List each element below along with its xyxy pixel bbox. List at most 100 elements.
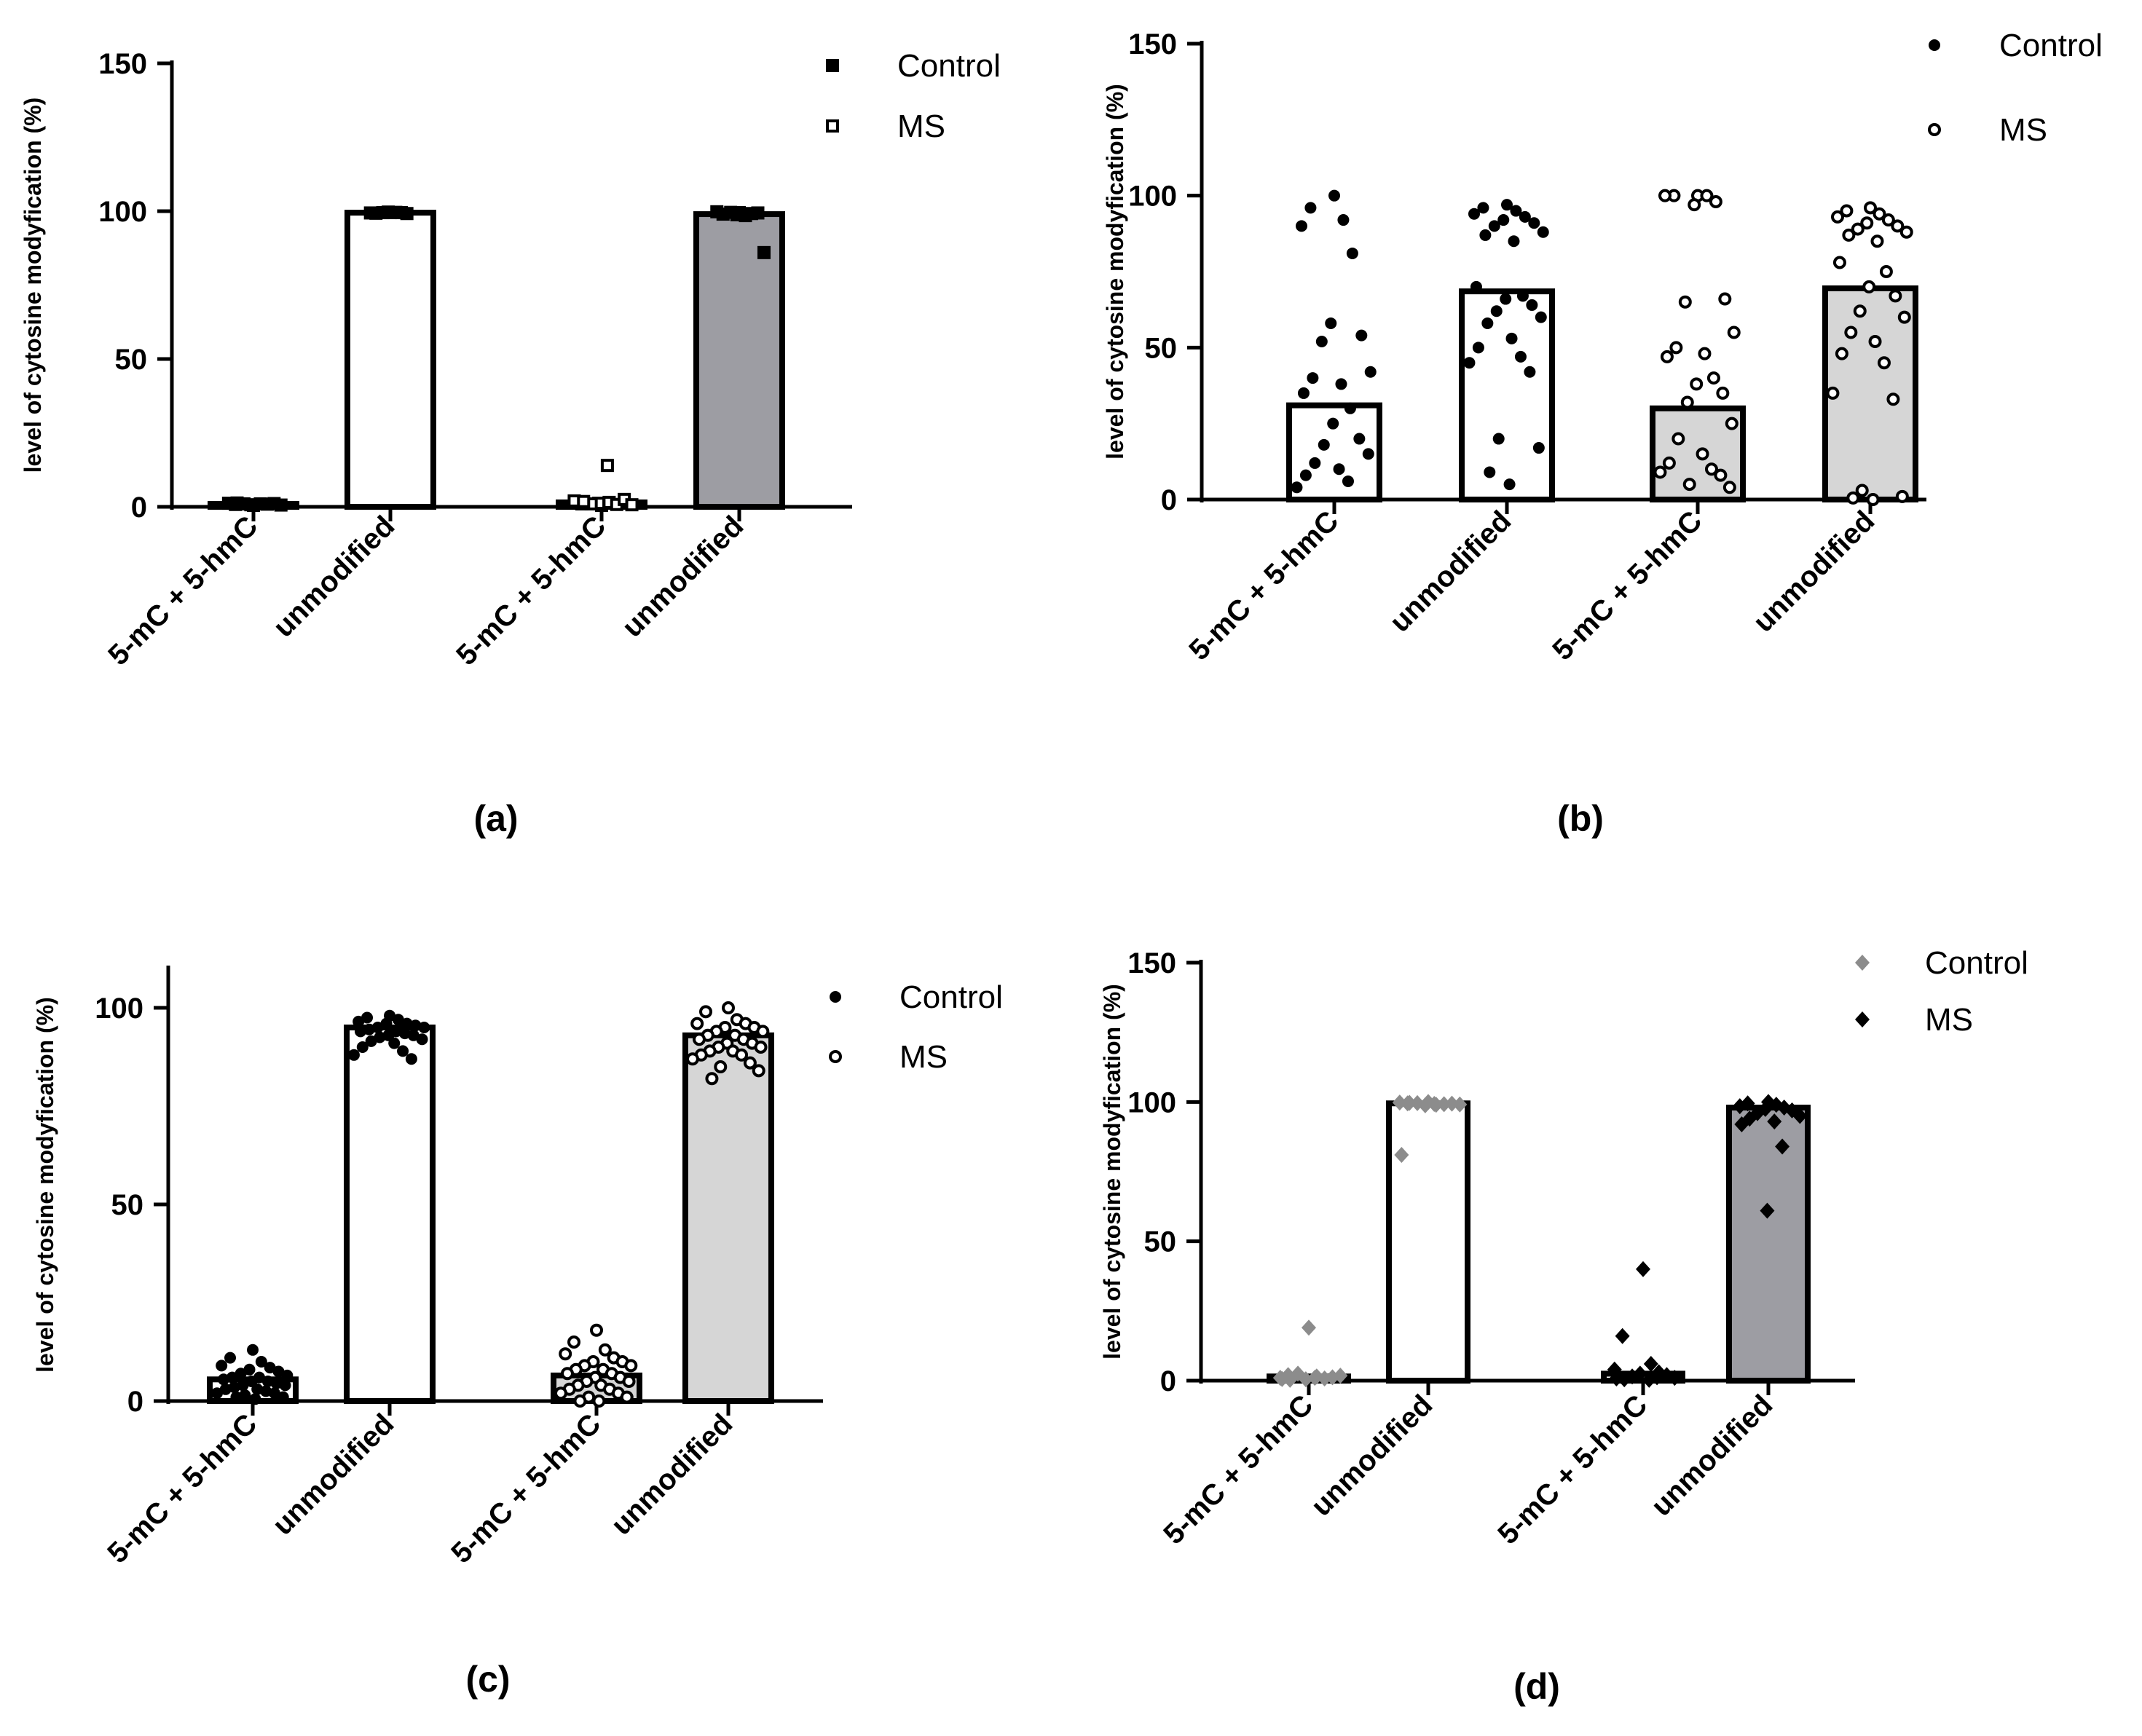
data-point-c-3-25	[705, 1072, 719, 1086]
data-point-b-3-24	[1895, 489, 1909, 503]
data-point-c-2-25	[573, 1394, 587, 1408]
data-point-d-0-0	[1302, 1319, 1316, 1336]
data-point-c-2-24	[620, 1390, 634, 1404]
data-point-c-1-17	[365, 1035, 377, 1047]
data-point-b-0-6	[1355, 329, 1368, 342]
data-point-b-1-4	[1519, 210, 1531, 223]
data-point-b-3-7	[1851, 222, 1865, 236]
data-point-d-0-11	[1275, 1370, 1290, 1387]
data-point-b-0-18	[1333, 463, 1345, 476]
data-point-b-0-15	[1318, 438, 1330, 451]
data-point-b-3-18	[1868, 334, 1882, 348]
data-point-d-3-9	[1742, 1110, 1757, 1127]
data-point-d-0-10	[1307, 1370, 1323, 1386]
category-label-b-3: unmodified	[1747, 505, 1881, 639]
y-tick-label-b-50: 50	[1145, 332, 1178, 364]
data-point-a-3-8	[757, 245, 771, 259]
data-point-b-2-5	[1688, 198, 1701, 212]
category-label-a-2: 5-mC + 5-hmC	[450, 510, 612, 671]
data-point-a-0-9	[230, 496, 244, 510]
legend-marker-a-1	[826, 119, 839, 133]
data-point-a-2-8	[625, 498, 639, 512]
data-point-b-1-23	[1492, 433, 1505, 445]
data-point-d-3-12	[1775, 1138, 1790, 1155]
data-point-b-3-9	[1842, 228, 1856, 242]
data-point-b-0-10	[1335, 378, 1347, 390]
data-point-a-2-9	[577, 494, 591, 508]
data-point-b-0-19	[1299, 469, 1312, 481]
data-point-b-1-12	[1516, 290, 1529, 302]
data-point-b-2-2	[1700, 189, 1714, 202]
data-point-b-2-7	[1678, 295, 1692, 309]
data-point-d-2-1	[1615, 1327, 1630, 1344]
data-point-b-1-2	[1510, 205, 1522, 217]
category-label-b-1: unmodified	[1384, 505, 1518, 639]
data-point-b-2-23	[1682, 478, 1696, 492]
category-label-d-3: unmodified	[1645, 1389, 1779, 1523]
bar-b-1	[1459, 288, 1555, 502]
data-point-a-3-3	[710, 205, 724, 218]
data-point-d-2-12	[1650, 1369, 1665, 1386]
data-point-c-3-16	[754, 1041, 768, 1054]
category-label-b-2: 5-mC + 5-hmC	[1546, 505, 1708, 666]
chart-panel-a: 0 50 100 150 5-mC + 5-hmC unmodified 5-mC + 5-…	[0, 0, 1071, 868]
data-point-b-0-11	[1297, 387, 1310, 399]
data-point-c-1-20	[397, 1045, 409, 1057]
data-point-b-3-15	[1853, 304, 1867, 318]
data-point-b-1-26	[1503, 478, 1516, 491]
data-point-a-3-6	[751, 206, 765, 220]
data-point-d-3-3	[1732, 1098, 1747, 1115]
data-point-c-3-11	[692, 1033, 706, 1046]
data-point-b-0-9	[1307, 372, 1319, 384]
category-label-c-1: unmodified	[267, 1408, 401, 1542]
data-point-b-0-17	[1309, 457, 1321, 469]
data-point-d-1-8	[1452, 1096, 1468, 1113]
y-axis-label-c: level of cytosine modyfication (%)	[32, 997, 58, 1373]
data-point-b-0-5	[1325, 317, 1337, 329]
y-axis-label-b: level of cytosine modyfication (%)	[1102, 84, 1128, 459]
data-point-b-1-5	[1497, 214, 1510, 226]
data-point-b-3-22	[1886, 392, 1900, 406]
data-point-b-2-11	[1660, 350, 1674, 363]
data-point-c-1-18	[388, 1037, 401, 1049]
bar-c-3	[682, 1032, 774, 1405]
data-point-b-3-5	[1860, 216, 1874, 230]
data-point-c-0-21	[210, 1387, 223, 1400]
data-point-d-1-10	[1427, 1096, 1442, 1113]
data-point-b-3-1	[1840, 204, 1854, 218]
data-point-c-0-8	[281, 1369, 294, 1381]
data-point-c-2-1	[567, 1335, 581, 1349]
chart-panel-b: 0 50 100 150 5-mC + 5-hmC unmodified 5-mC + 5-…	[1071, 0, 2142, 868]
legend-marker-c-0	[830, 991, 841, 1003]
data-point-c-3-3	[690, 1017, 704, 1030]
data-point-b-2-3	[1658, 189, 1672, 202]
data-point-c-1-21	[347, 1049, 360, 1061]
y-tick-label-c-50: 50	[111, 1189, 144, 1221]
data-point-b-2-15	[1680, 395, 1694, 409]
y-tick-label-d-0: 0	[1160, 1365, 1176, 1397]
data-point-b-1-24	[1532, 442, 1545, 454]
data-point-a-0-8	[274, 498, 288, 512]
data-point-b-2-6	[1718, 292, 1732, 306]
legend-label-d-1: MS	[1925, 1002, 1973, 1038]
bar-c-1	[344, 1025, 436, 1404]
y-tick-label-a-0: 0	[131, 492, 147, 524]
data-point-b-1-0	[1501, 199, 1513, 211]
legend-label-d-0: Control	[1925, 945, 2028, 981]
data-point-b-2-21	[1653, 465, 1667, 479]
data-point-c-1-8	[418, 1022, 430, 1033]
data-point-b-0-14	[1353, 433, 1366, 445]
data-point-b-0-13	[1327, 417, 1339, 430]
data-point-b-3-25	[1846, 491, 1860, 505]
data-point-b-0-12	[1344, 402, 1356, 414]
y-tick-label-c-0: 0	[127, 1386, 143, 1418]
data-point-b-3-20	[1877, 356, 1891, 370]
y-axis-label-a: level of cytosine modyfication (%)	[20, 98, 46, 473]
data-point-b-2-12	[1706, 371, 1720, 385]
data-point-b-2-10	[1698, 347, 1712, 360]
legend-label-a-1: MS	[897, 108, 945, 144]
data-point-b-3-17	[1844, 326, 1858, 339]
data-point-c-0-25	[230, 1391, 243, 1403]
